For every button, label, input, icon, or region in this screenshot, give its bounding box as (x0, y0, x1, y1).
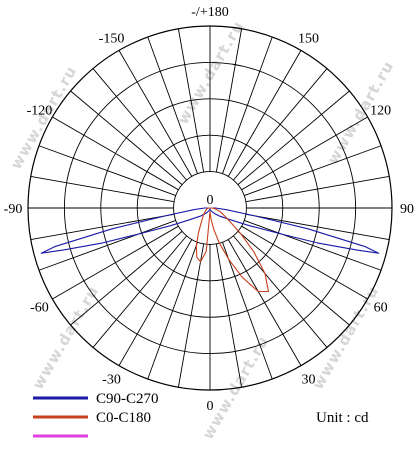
angle-tick-label: 30 (302, 373, 316, 388)
angle-tick-label: -90 (4, 202, 23, 217)
grid-spoke (241, 116, 368, 191)
grid-spoke (244, 145, 382, 196)
grid-spoke (38, 145, 176, 196)
grid-spoke (147, 36, 198, 174)
grid-spoke (38, 220, 176, 271)
grid-spoke (30, 213, 175, 241)
grid-spoke (70, 231, 183, 326)
angle-tick-label: -/+180 (191, 5, 228, 20)
legend: C90-C270 C0-C180 (33, 391, 159, 438)
series-layer (40, 207, 380, 293)
grid-spoke (215, 28, 243, 173)
grid-spoke (52, 225, 179, 300)
watermark-text: www.dart.ru (174, 18, 248, 128)
grid-spoke (177, 243, 205, 388)
angle-tick-label: -150 (99, 31, 125, 46)
watermark-layer: www.dart.ru www.dart.ru www.dart.ruwww.dar… (7, 18, 398, 443)
unit-label: Unit : cd (316, 410, 369, 426)
grid-spoke (118, 50, 193, 177)
grid-spoke (52, 116, 179, 191)
angle-tick-label: -60 (30, 301, 49, 316)
grid-spoke (118, 239, 193, 366)
angle-tick-label: 120 (370, 104, 391, 119)
grid-spoke (227, 239, 302, 366)
grid-spoke (241, 225, 368, 300)
grid-spoke (222, 242, 273, 380)
center-tick-label: 0 (207, 193, 214, 208)
grid-spoke (227, 50, 302, 177)
grid-spoke (215, 243, 243, 388)
grid-spoke (222, 36, 273, 174)
grid-spoke (233, 68, 328, 181)
watermark-text: www.dart.ru (29, 283, 103, 393)
polar-grid (27, 25, 393, 391)
angle-tick-label: 60 (374, 301, 388, 316)
angle-tick-label: 0 (207, 399, 214, 414)
angle-tick-label: 90 (400, 202, 414, 217)
grid-spoke (92, 235, 187, 348)
angle-tick-label: 150 (298, 31, 319, 46)
grid-spoke (237, 90, 350, 185)
angle-labels: 0 30 60 90 120 150 -/+180 -150 -120 -90 -60 -30 (4, 5, 414, 414)
grid-spoke (245, 175, 390, 203)
grid-spoke (147, 242, 198, 380)
grid-spoke (70, 90, 183, 185)
grid-spoke (233, 235, 328, 348)
legend-label: C0-C180 (96, 410, 151, 426)
grid-spoke (244, 220, 382, 271)
watermark-text: www.dart.ru (309, 283, 383, 393)
grid-spoke (245, 213, 390, 241)
legend-label: C90-C270 (96, 391, 159, 407)
grid-spoke (237, 231, 350, 326)
grid-spoke (92, 68, 187, 181)
grid-spoke (177, 28, 205, 173)
angle-tick-label: -120 (27, 104, 53, 119)
series-curve-c0-c180 (195, 207, 270, 293)
grid-spoke (30, 175, 175, 203)
angle-tick-label: -30 (102, 373, 121, 388)
